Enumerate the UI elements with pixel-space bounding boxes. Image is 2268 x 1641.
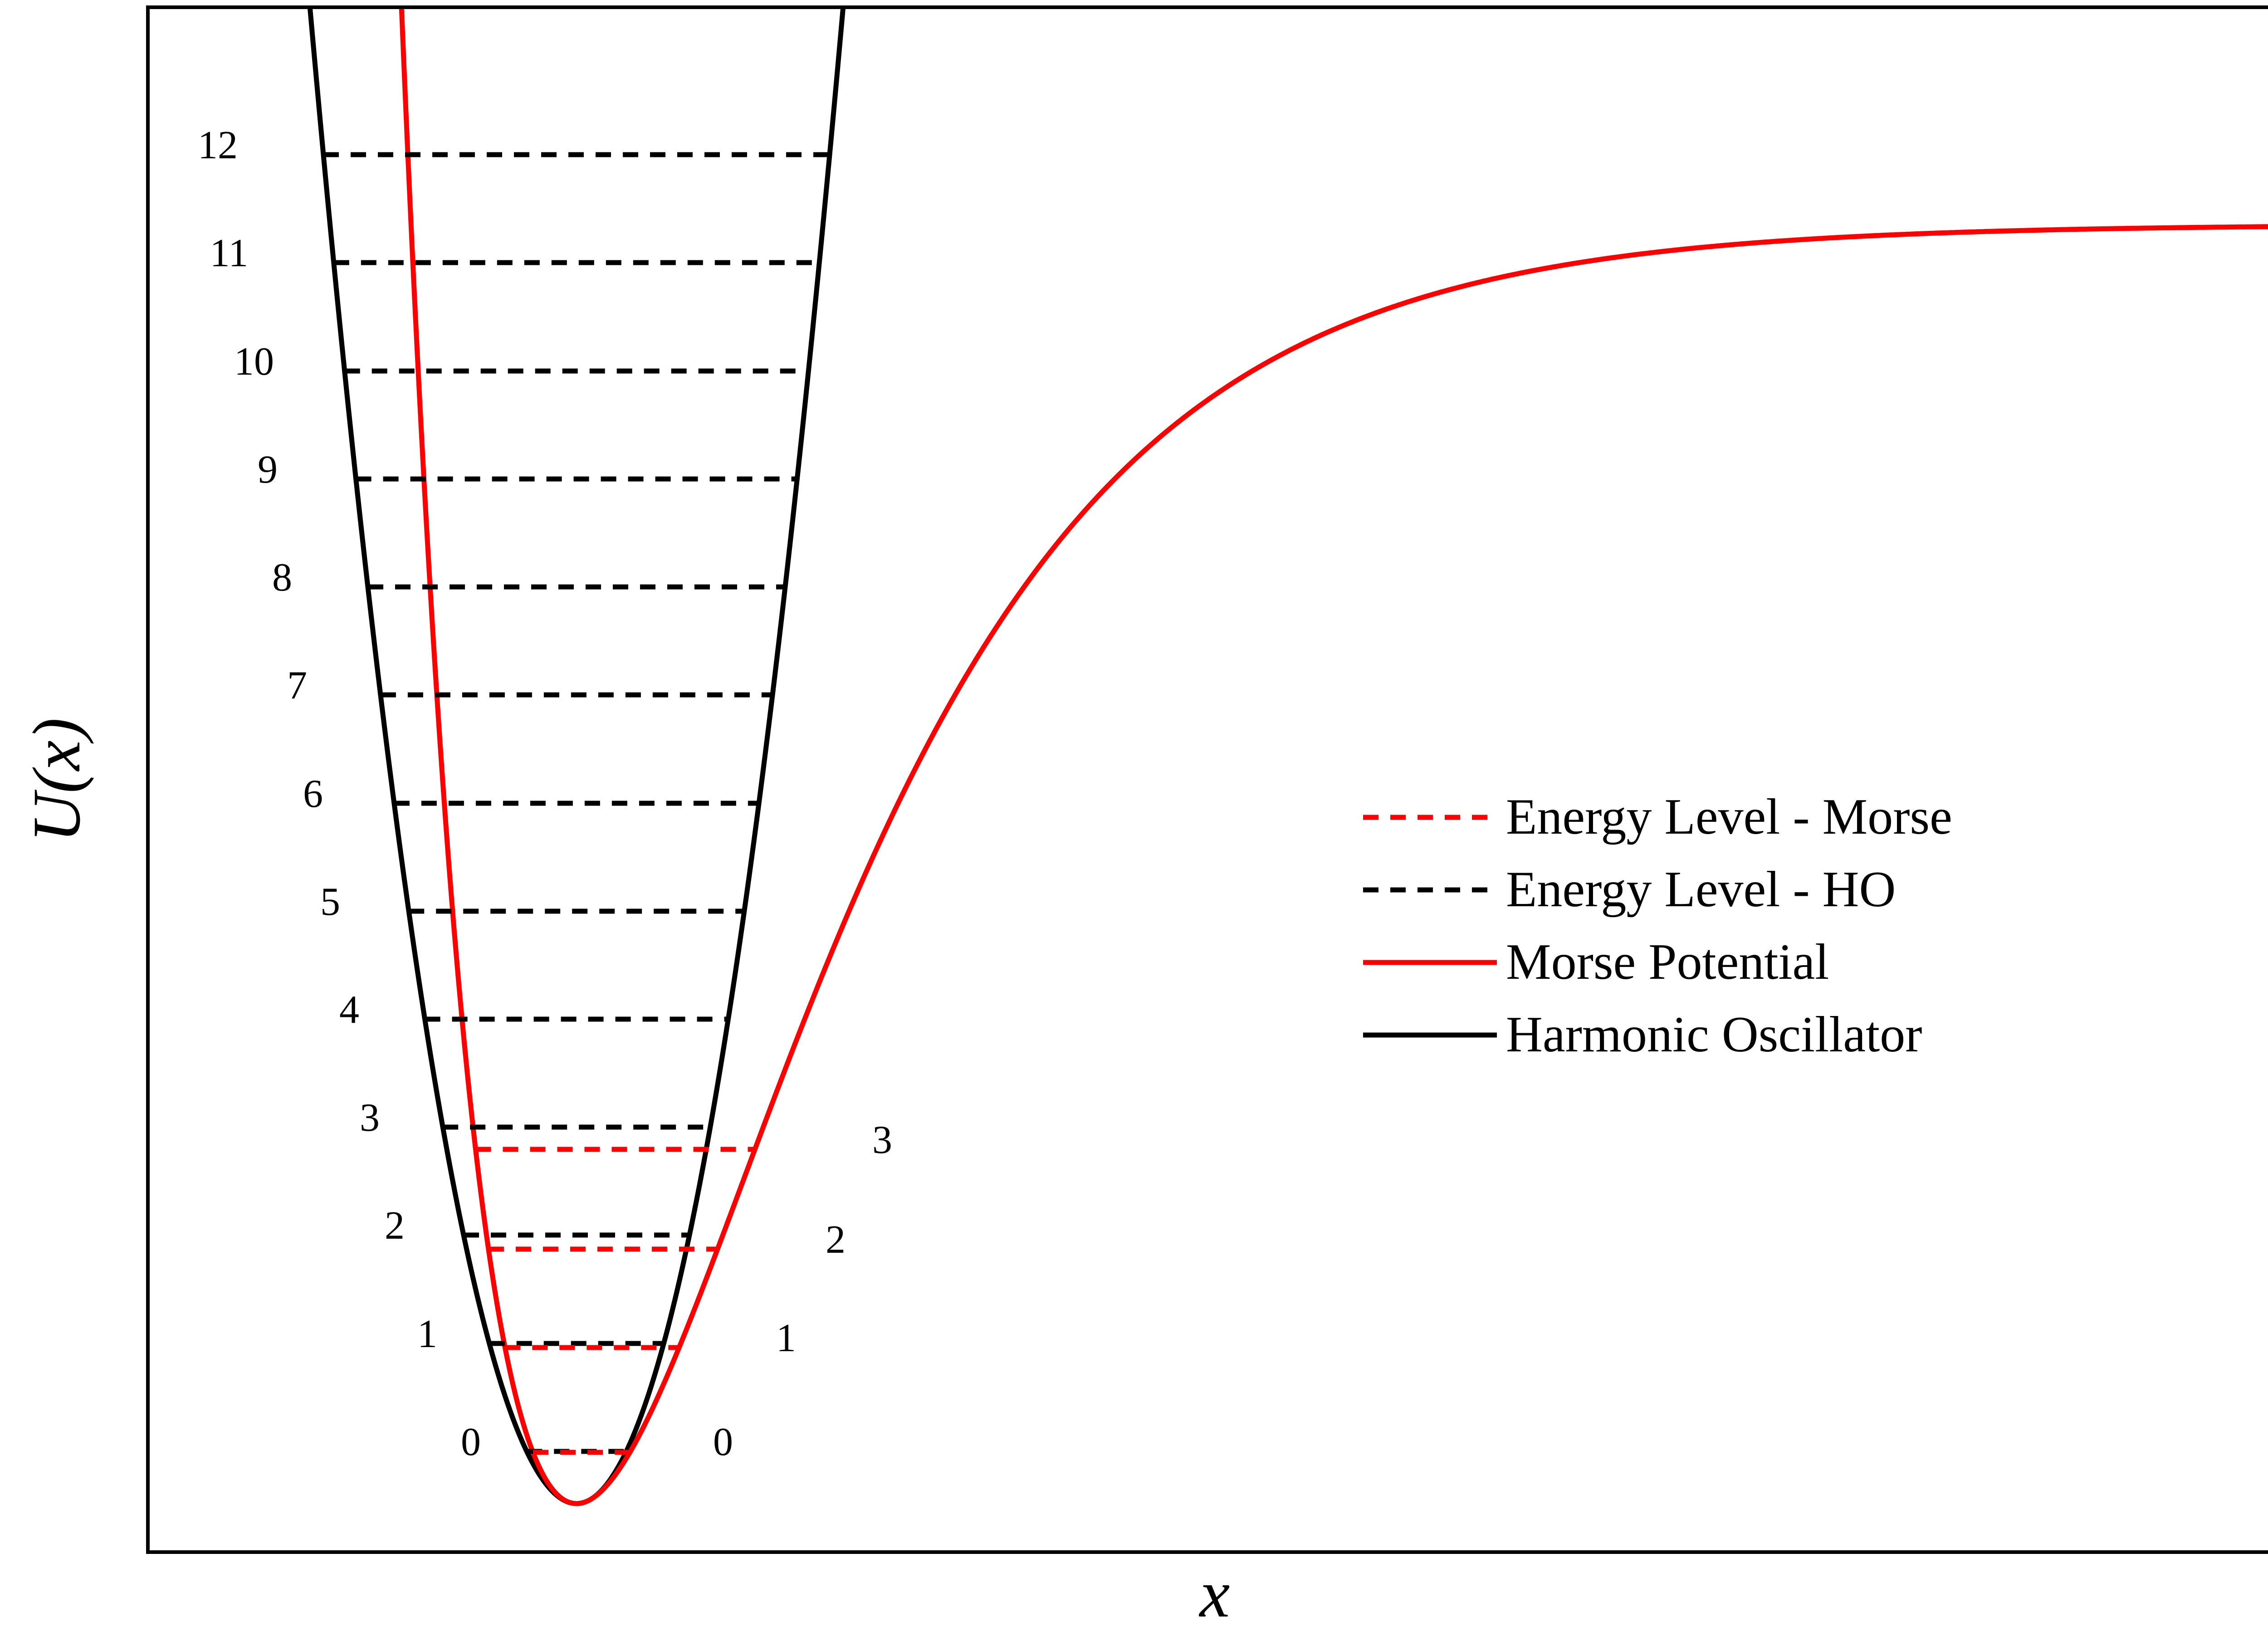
series-morse-potential-line xyxy=(399,7,2268,1506)
ho-level-label-4: 4 xyxy=(339,988,359,1032)
legend-label-morse-potential: Morse Potential xyxy=(1506,934,1829,990)
plot-frame xyxy=(146,5,2268,1554)
x-axis-label: x xyxy=(1199,1556,1230,1631)
morse-level-label-2: 2 xyxy=(826,1218,846,1262)
legend-label-energy-level-ho: Energy Level - HO xyxy=(1506,861,1896,918)
ho-level-label-9: 9 xyxy=(258,448,278,492)
ho-level-label-11: 11 xyxy=(210,231,249,275)
legend-label-energy-level-morse: Energy Level - Morse xyxy=(1506,789,1952,845)
morse-level-label-0: 0 xyxy=(713,1420,733,1464)
ho-level-label-6: 6 xyxy=(303,772,323,816)
ho-level-label-7: 7 xyxy=(287,664,307,708)
legend: Energy Level - Morse Energy Level - HO Mor… xyxy=(1363,789,1952,1063)
morse-level-label-1: 1 xyxy=(776,1316,796,1360)
ho-level-label-0: 0 xyxy=(461,1420,481,1464)
plot-area xyxy=(307,7,2268,1506)
ho-level-label-1: 1 xyxy=(417,1312,437,1356)
legend-label-harmonic-oscillator: Harmonic Oscillator xyxy=(1506,1006,1922,1063)
ho-level-label-2: 2 xyxy=(385,1204,405,1248)
y-axis-label: U(x) xyxy=(19,718,94,843)
ho-level-label-10: 10 xyxy=(234,340,274,384)
ho-level-label-3: 3 xyxy=(360,1096,380,1140)
ho-level-label-5: 5 xyxy=(320,880,340,924)
ho-level-label-8: 8 xyxy=(272,556,292,600)
ho-level-label-12: 12 xyxy=(198,123,238,167)
morse-level-label-3: 3 xyxy=(872,1118,892,1162)
